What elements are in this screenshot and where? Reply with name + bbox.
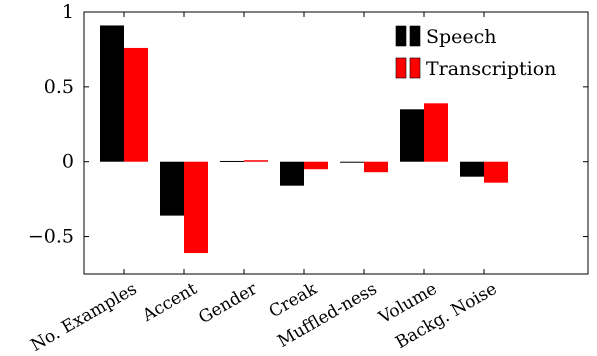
- bar-speech: [220, 160, 244, 162]
- bar-transcription: [184, 161, 208, 254]
- legend: Speech Transcription: [395, 25, 556, 80]
- bar-transcription: [484, 161, 508, 183]
- bars: [100, 25, 508, 254]
- y-tick-label: −0.5: [28, 226, 74, 248]
- y-axis: 1 0.5 0 −0.5: [28, 1, 588, 248]
- bar-transcription: [244, 160, 268, 162]
- legend-swatch: [395, 57, 407, 79]
- bar-speech: [340, 161, 364, 163]
- y-tick-label: 0: [62, 151, 74, 173]
- bar-transcription: [364, 161, 388, 173]
- bar-speech: [100, 25, 124, 162]
- legend-label: Speech: [426, 26, 497, 48]
- bar-transcription: [304, 161, 328, 170]
- x-category-label: Accent: [138, 279, 200, 326]
- legend-label: Transcription: [426, 58, 556, 80]
- x-category-label: Gender: [195, 279, 261, 329]
- y-tick-label: 1: [62, 1, 74, 23]
- bar-speech: [400, 109, 424, 162]
- bar-speech: [280, 161, 304, 186]
- legend-swatch: [395, 25, 407, 47]
- bar-transcription: [424, 103, 448, 162]
- bar-speech: [160, 161, 184, 216]
- bar-transcription: [124, 47, 148, 162]
- bar-speech: [460, 161, 484, 177]
- x-category-label: Backg. Noise: [392, 279, 500, 353]
- legend-swatch: [409, 25, 421, 47]
- plot-frame: [83, 11, 589, 275]
- legend-swatch: [409, 57, 421, 79]
- x-category-label: No. Examples: [27, 279, 140, 356]
- y-tick-label: 0.5: [44, 76, 74, 98]
